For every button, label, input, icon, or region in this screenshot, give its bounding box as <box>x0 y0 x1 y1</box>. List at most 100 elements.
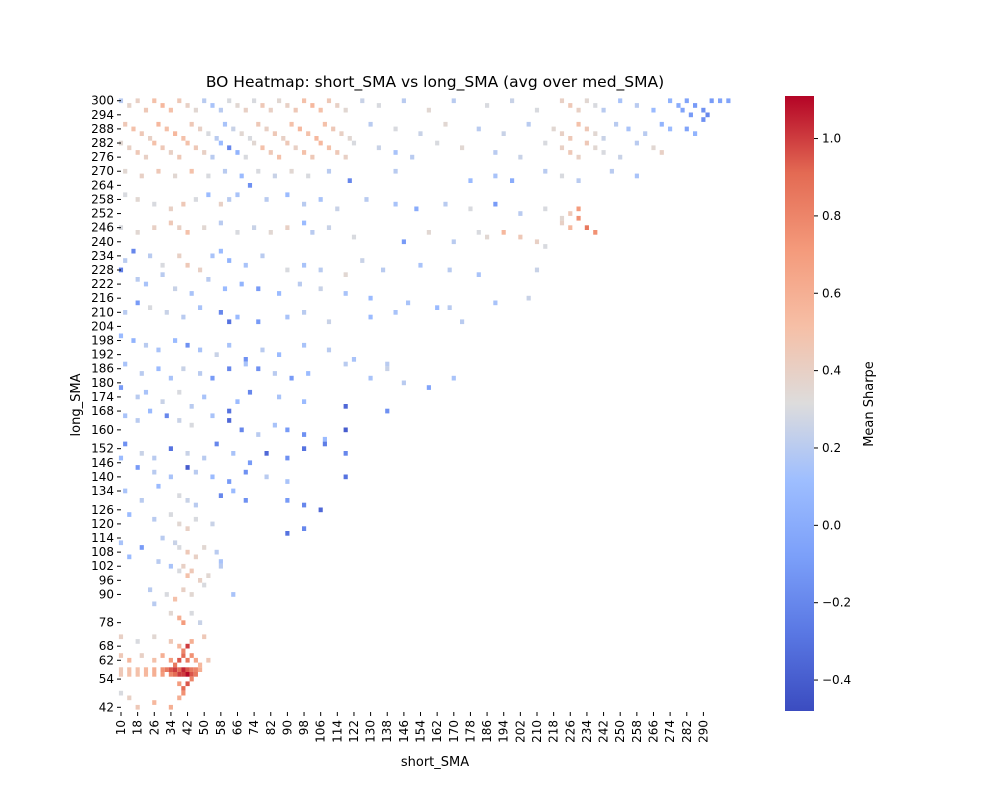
heatmap-cell <box>576 178 581 183</box>
heatmap-cell <box>206 192 211 198</box>
heatmap-cell <box>322 441 327 447</box>
y-tick-label: 270 <box>91 164 114 178</box>
heatmap-cell <box>156 347 161 353</box>
heatmap-cell <box>123 192 128 198</box>
heatmap-cell <box>123 488 128 494</box>
heatmap-cell <box>559 215 565 221</box>
heatmap-cell <box>510 98 515 104</box>
heatmap-cell <box>181 620 186 625</box>
x-tick-label: 242 <box>597 720 611 743</box>
x-axis: 10 18 26 34 42 50 58 66 74 82 90 98 106 114 122 130 138 1… <box>114 712 710 743</box>
heatmap-cell <box>601 107 606 113</box>
y-tick-label: 294 <box>91 108 114 122</box>
heatmap-cell <box>135 704 140 710</box>
colorbar-ticks: −0.4 −0.2 0.0 0.2 0.4 0.6 0.8 1.0 <box>814 132 851 687</box>
heatmap-cell <box>493 150 498 155</box>
heatmap-cell <box>618 98 623 104</box>
heatmap-cell <box>326 347 332 353</box>
heatmap-cell <box>189 422 194 428</box>
heatmap-cell <box>210 154 215 160</box>
heatmap-cell <box>468 178 473 183</box>
heatmap-cell <box>264 474 269 480</box>
heatmap-cell <box>185 262 190 268</box>
heatmap-cell <box>293 107 298 113</box>
heatmap-cell <box>231 126 236 132</box>
heatmap-cell <box>202 150 207 155</box>
heatmap-cell <box>235 103 240 108</box>
heatmap-cell <box>198 662 203 668</box>
heatmap-cell <box>210 474 215 480</box>
heatmap-cell <box>559 98 565 104</box>
heatmap-cell <box>118 540 124 546</box>
heatmap-cell <box>252 140 257 146</box>
heatmap-cell <box>260 253 265 259</box>
heatmap-cell <box>185 672 190 677</box>
y-axis: 3002942882822762702642582522462402342282… <box>91 94 121 714</box>
heatmap-cell <box>177 98 182 104</box>
heatmap-cell <box>152 516 157 522</box>
y-tick-label: 276 <box>91 150 114 164</box>
heatmap-cell <box>189 121 194 127</box>
heatmap-cell <box>376 145 381 151</box>
heatmap-cell <box>152 469 157 475</box>
heatmap-cell <box>164 126 169 132</box>
heatmap-cell <box>243 154 248 160</box>
heatmap-cell <box>659 121 664 127</box>
heatmap-cell <box>339 131 344 136</box>
heatmap-cell <box>160 399 165 404</box>
heatmap-cell <box>152 667 157 672</box>
heatmap-cell <box>193 502 198 508</box>
y-tick-label: 126 <box>91 503 114 517</box>
heatmap-cell <box>193 145 198 151</box>
y-tick-label: 68 <box>99 639 114 653</box>
heatmap-cell <box>127 657 132 663</box>
heatmap-cell <box>160 262 165 268</box>
heatmap-cell <box>393 201 398 207</box>
heatmap-cell <box>285 103 290 108</box>
y-tick-label: 222 <box>91 277 114 291</box>
heatmap-cell <box>684 98 689 104</box>
x-tick-label: 130 <box>364 720 378 743</box>
heatmap-cell <box>443 121 448 127</box>
heatmap-cell <box>318 197 323 202</box>
heatmap-cell <box>123 361 128 367</box>
heatmap-cell <box>173 662 178 668</box>
heatmap-cell <box>289 168 294 174</box>
heatmap-cell <box>243 361 248 367</box>
heatmap-cell <box>243 107 248 113</box>
heatmap-cell <box>152 634 157 640</box>
heatmap-cell <box>227 479 232 484</box>
heatmap-cell <box>139 498 144 503</box>
heatmap-cell <box>168 220 173 226</box>
heatmap-cell <box>576 107 581 113</box>
heatmap-cell <box>543 206 548 212</box>
heatmap-cell <box>584 225 589 230</box>
heatmap-cell <box>135 150 140 155</box>
heatmap-cell <box>185 549 190 555</box>
heatmap-cell <box>123 441 128 447</box>
heatmap-cell <box>568 211 573 216</box>
heatmap-cell <box>651 145 656 151</box>
heatmap-cell <box>227 319 232 325</box>
heatmap-cell <box>235 150 240 155</box>
heatmap-cell <box>118 333 124 339</box>
heatmap-cell <box>277 291 282 296</box>
y-tick-label: 62 <box>99 653 114 667</box>
heatmap-cell <box>118 690 124 696</box>
heatmap-cell <box>202 634 207 640</box>
heatmap-cell <box>297 126 302 132</box>
heatmap-cell <box>143 667 149 672</box>
heatmap-cell <box>634 103 639 108</box>
heatmap-cell <box>181 686 186 691</box>
heatmap-cell <box>559 173 565 179</box>
heatmap-cell <box>343 272 348 277</box>
heatmap-cell <box>447 267 452 273</box>
heatmap-cell <box>135 418 140 423</box>
heatmap-cell <box>227 366 232 372</box>
heatmap-cell <box>231 488 236 494</box>
heatmap-cell <box>493 201 498 207</box>
heatmap-cell <box>198 578 203 583</box>
heatmap-cell <box>247 389 253 395</box>
heatmap-cell <box>260 145 265 151</box>
y-tick-label: 134 <box>91 484 114 498</box>
